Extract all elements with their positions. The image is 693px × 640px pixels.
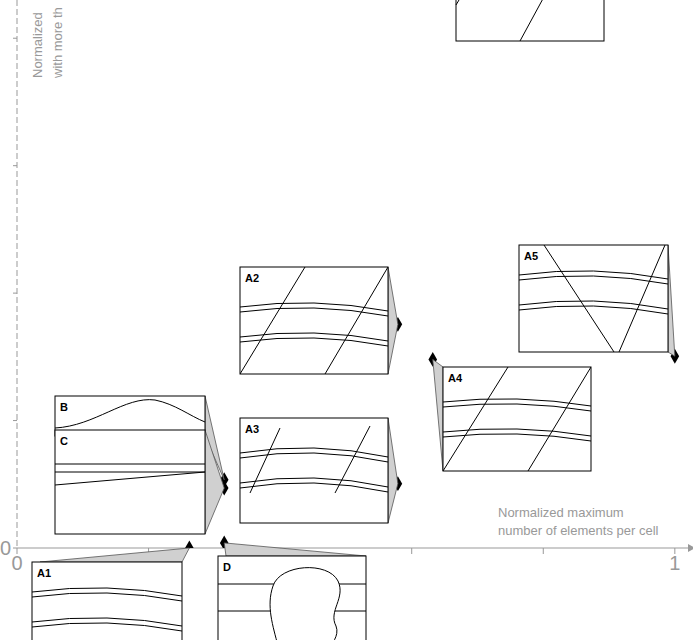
svg-text:C: C — [60, 435, 68, 447]
svg-text:A1: A1 — [37, 567, 51, 579]
svg-text:Normalized: Normalized — [30, 12, 45, 78]
svg-text:A2: A2 — [245, 272, 259, 284]
svg-text:0: 0 — [11, 552, 22, 574]
svg-text:D: D — [223, 561, 231, 573]
svg-text:A4: A4 — [448, 372, 463, 384]
svg-text:B: B — [60, 401, 68, 413]
svg-text:with more th: with more th — [50, 7, 65, 79]
svg-text:A3: A3 — [245, 423, 259, 435]
svg-text:Normalized maximum: Normalized maximum — [498, 505, 624, 520]
svg-text:number of elements per cell: number of elements per cell — [498, 523, 659, 538]
svg-text:0: 0 — [8, 537, 11, 559]
svg-text:1: 1 — [669, 552, 680, 574]
svg-text:A5: A5 — [524, 250, 538, 262]
